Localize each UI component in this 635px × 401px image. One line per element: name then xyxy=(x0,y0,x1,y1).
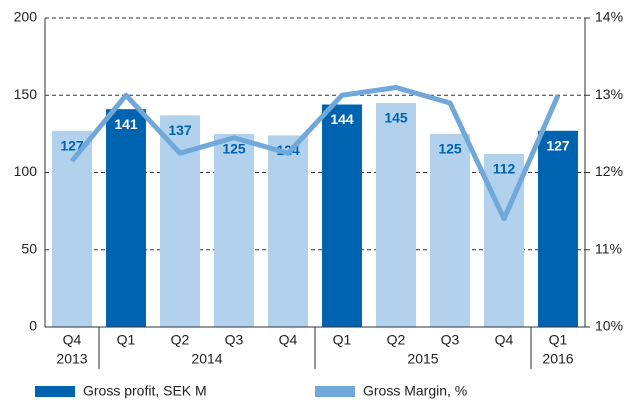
y2-tick-label: 10% xyxy=(595,318,623,334)
x-group-label: 2016 xyxy=(542,351,573,367)
bar xyxy=(106,109,146,327)
bar-value-label: 127 xyxy=(546,137,570,153)
x-tick-label: Q4 xyxy=(495,332,514,348)
bar xyxy=(430,133,470,327)
bar xyxy=(376,102,416,327)
y2-tick-label: 12% xyxy=(595,163,623,179)
legend-swatch xyxy=(315,386,355,397)
bar-value-label: 137 xyxy=(168,122,192,138)
bar xyxy=(538,130,578,327)
y-tick-label: 50 xyxy=(21,240,37,256)
y-tick-label: 150 xyxy=(14,86,38,102)
bar xyxy=(322,104,362,328)
x-tick-label: Q1 xyxy=(117,332,136,348)
x-group-label: 2015 xyxy=(407,351,438,367)
x-tick-label: Q1 xyxy=(549,332,568,348)
legend-label: Gross profit, SEK M xyxy=(83,383,207,399)
x-tick-label: Q2 xyxy=(387,332,406,348)
x-tick-label: Q2 xyxy=(171,332,190,348)
bar-value-label: 112 xyxy=(493,161,516,177)
x-tick-label: Q1 xyxy=(333,332,352,348)
x-group-label: 2013 xyxy=(56,351,87,367)
y2-tick-label: 13% xyxy=(595,86,623,102)
x-tick-label: Q4 xyxy=(63,332,82,348)
x-tick-label: Q4 xyxy=(279,332,298,348)
bar xyxy=(268,135,308,327)
y-tick-label: 200 xyxy=(14,9,38,25)
bar-value-label: 127 xyxy=(60,137,84,153)
y2-tick-label: 11% xyxy=(595,240,622,256)
x-tick-label: Q3 xyxy=(225,332,244,348)
y2-tick-label: 14% xyxy=(595,9,623,25)
bar-value-label: 145 xyxy=(384,110,408,126)
y-tick-label: 100 xyxy=(14,163,38,179)
bar xyxy=(52,130,92,327)
bar xyxy=(214,133,254,327)
bar-value-label: 144 xyxy=(330,111,354,127)
bar-value-label: 141 xyxy=(114,116,138,132)
bar-value-label: 125 xyxy=(222,141,246,157)
y-tick-label: 0 xyxy=(29,318,37,334)
margin-line xyxy=(70,85,561,222)
bar xyxy=(484,153,524,327)
bar-value-label: 125 xyxy=(438,141,462,157)
legend-swatch xyxy=(35,386,75,397)
x-group-label: 2014 xyxy=(191,351,222,367)
x-tick-label: Q3 xyxy=(441,332,460,348)
legend-label: Gross Margin, % xyxy=(363,383,467,399)
